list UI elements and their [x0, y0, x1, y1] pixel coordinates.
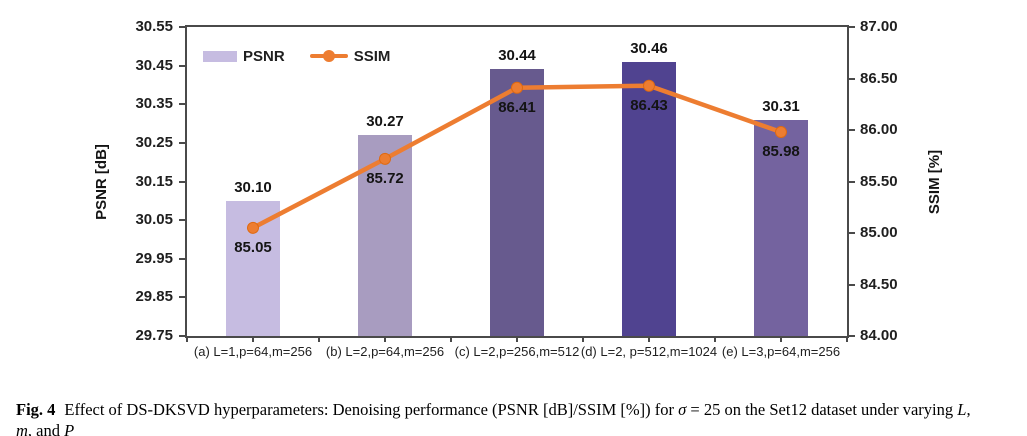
legend-label: PSNR [243, 47, 285, 65]
right-axis-tick [848, 77, 855, 80]
x-axis-tick [582, 337, 584, 342]
left-axis-tick [179, 257, 186, 260]
left-axis-tick-label: 30.35 [135, 95, 173, 113]
legend-item-ssim: SSIM [309, 47, 391, 65]
x-axis-tick [780, 337, 782, 342]
ssim-value-label: 86.43 [630, 96, 668, 114]
right-axis-title: SSIM [%] [926, 149, 943, 215]
x-axis-tick [252, 337, 254, 342]
right-axis-tick [848, 283, 855, 286]
x-axis-tick [318, 337, 320, 342]
left-axis-tick-label: 29.95 [135, 249, 173, 267]
x-axis-category-label: (b) L=2,p=64,m=256 [325, 344, 445, 359]
right-axis-tick-label: 84.00 [860, 327, 898, 344]
ssim-value-label: 85.98 [762, 143, 800, 161]
psnr-ssim-chart: PSNR [dB] SSIM [%] PSNR SSIM 30.55 30.45 30… [93, 18, 943, 360]
legend-item-psnr: PSNR [203, 48, 285, 65]
psnr-bar [622, 61, 676, 336]
left-axis-tick [179, 26, 186, 28]
psnr-value-label: 30.10 [234, 178, 272, 196]
ssim-value-label: 86.41 [498, 98, 536, 116]
ssim-marker [247, 221, 259, 234]
legend-bar-swatch-icon [203, 50, 237, 62]
legend-line-swatch-icon [309, 50, 348, 62]
right-axis-tick-label: 85.50 [860, 172, 898, 190]
sigma-symbol: σ [678, 399, 687, 419]
left-axis-tick [179, 219, 186, 222]
psnr-value-label: 30.46 [630, 39, 668, 57]
right-axis-tick [848, 335, 855, 337]
x-axis-tick [714, 337, 716, 342]
right-axis-tick [848, 180, 855, 183]
var-m: m [16, 420, 28, 436]
x-axis-tick [384, 337, 386, 342]
x-axis-tick [648, 337, 650, 342]
left-axis-tick-label: 30.45 [135, 56, 173, 74]
ssim-line [247, 79, 787, 234]
caption-text: Effect of DS-DKSVD hyperparameters: Deno… [64, 399, 679, 419]
right-axis-tick [848, 26, 855, 28]
left-axis-tick [179, 180, 186, 183]
x-axis-category-label: (c) L=2,p=256,m=512 [454, 344, 580, 359]
x-axis-tick [450, 337, 452, 342]
x-axis-tick [516, 337, 518, 342]
left-axis-tick-label: 29.85 [135, 288, 173, 306]
left-axis-tick [179, 103, 186, 106]
x-axis-tick [846, 337, 848, 342]
left-axis-tick [179, 335, 186, 337]
right-axis-tick [848, 129, 855, 131]
right-axis-tick [848, 232, 855, 234]
psnr-bar [490, 69, 544, 336]
right-axis-tick-label: 84.50 [860, 275, 898, 293]
var-L: L [957, 399, 967, 419]
right-axis-tick-label: 87.00 [860, 18, 898, 35]
psnr-value-label: 30.27 [366, 113, 404, 131]
figure-caption: Fig. 4 Effect of DS-DKSVD hyperparameters… [16, 399, 1011, 436]
legend: PSNR SSIM [203, 46, 390, 66]
right-axis-tick-label: 86.00 [860, 121, 898, 138]
left-axis-tick-label: 30.05 [135, 211, 173, 229]
left-axis-tick-label: 30.25 [135, 133, 173, 151]
left-axis-tick [179, 141, 186, 144]
ssim-marker [643, 79, 655, 92]
ssim-marker [511, 81, 523, 94]
x-axis-category-label: (d) L=2, p=512,m=1024 [580, 344, 718, 359]
ssim-marker [379, 152, 391, 165]
ssim-value-label: 85.05 [234, 238, 272, 256]
right-axis-tick-label: 85.00 [860, 224, 898, 241]
legend-line-dot [322, 50, 335, 62]
figure-label: Fig. 4 [16, 399, 56, 419]
x-axis-category-label: (e) L=3,p=64,m=256 [721, 344, 841, 359]
left-axis-tick-label: 29.75 [135, 327, 173, 344]
ssim-marker [775, 126, 787, 139]
x-axis-category-label: (a) L=1,p=64,m=256 [193, 344, 313, 359]
right-axis-tick-label: 86.50 [860, 69, 898, 87]
psnr-value-label: 30.31 [762, 97, 800, 115]
caption-text: = 25 on the Set12 dataset under varying [686, 399, 958, 419]
left-axis-tick [179, 296, 186, 299]
left-axis-tick [179, 64, 186, 67]
var-P: P [64, 420, 75, 436]
psnr-bar [754, 119, 808, 336]
left-axis-title: PSNR [dB] [93, 144, 110, 220]
caption-text: , [966, 399, 971, 419]
x-axis-tick [186, 337, 188, 342]
left-axis-tick-label: 30.55 [135, 18, 173, 35]
left-axis-tick-label: 30.15 [135, 172, 173, 190]
psnr-value-label: 30.44 [498, 47, 536, 65]
legend-label: SSIM [353, 47, 391, 65]
caption-text: , and [27, 420, 65, 436]
ssim-value-label: 85.72 [366, 169, 404, 187]
